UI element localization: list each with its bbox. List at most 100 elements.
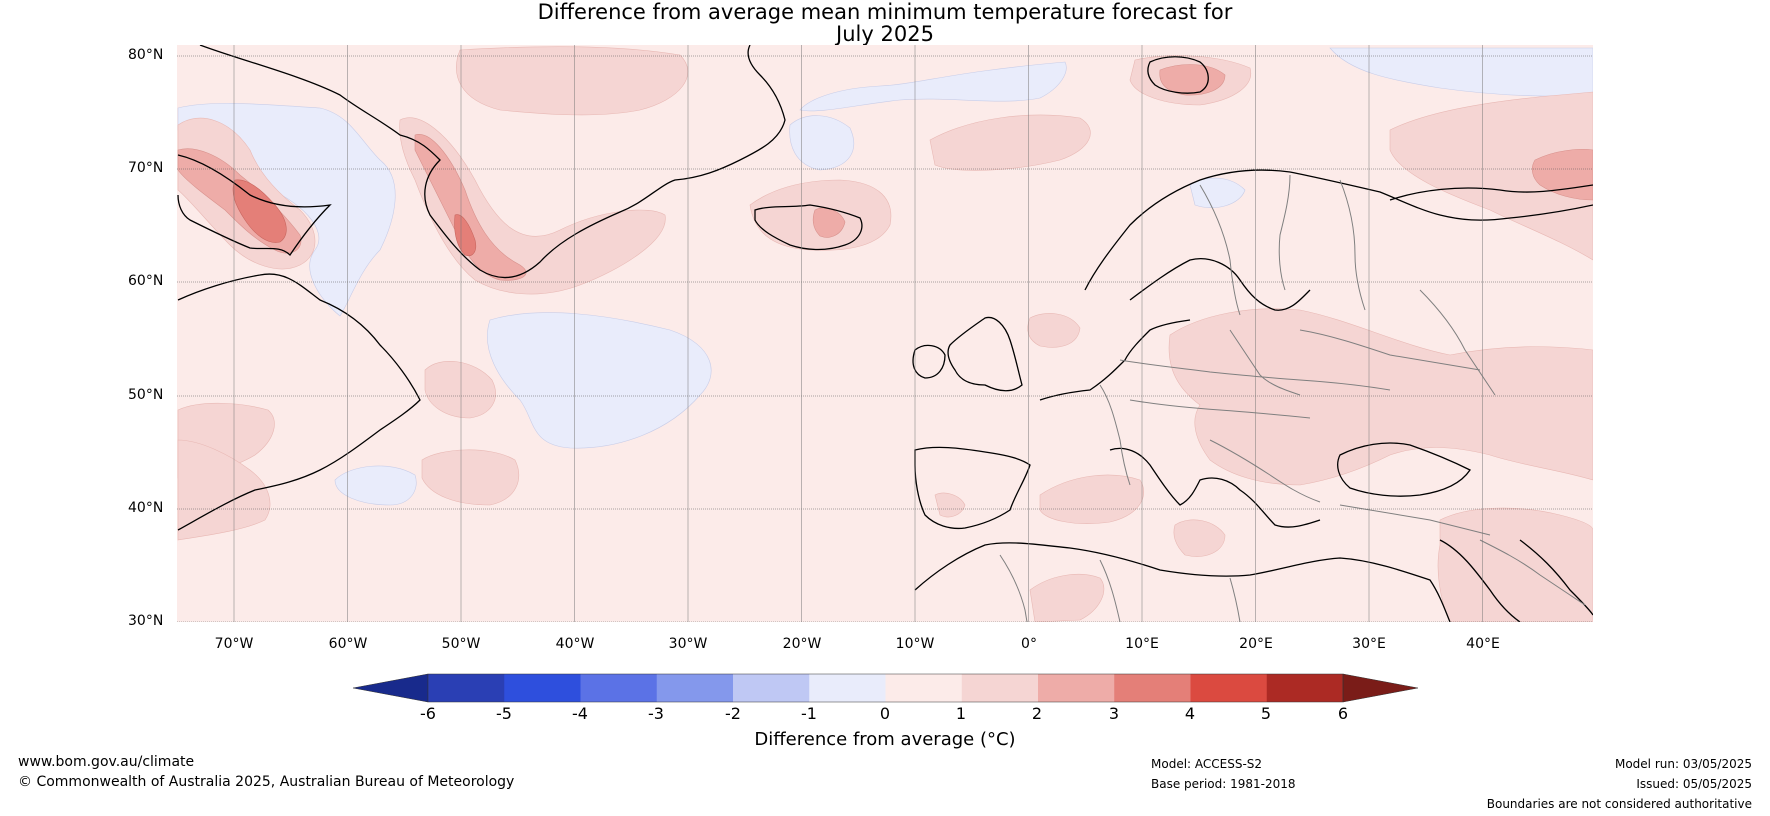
- lon-label-20e: 20°E: [1239, 636, 1273, 652]
- border-russia-south: [1419, 289, 1496, 396]
- anomaly-region-western-med: [1039, 474, 1145, 524]
- footer-disclaimer: Boundaries are not considered authoritat…: [1486, 797, 1752, 811]
- coastline-red-sea: [1439, 539, 1521, 622]
- border-middle-east: [1479, 539, 1586, 606]
- border-central-europe-2: [1129, 399, 1311, 419]
- colorbar-tick-5: 5: [1260, 704, 1272, 723]
- lon-label-70w: 70°W: [214, 636, 254, 652]
- lon-label-40w: 40°W: [555, 636, 595, 652]
- longitude-gridlines: [233, 45, 1483, 622]
- border-norway-sweden: [1199, 184, 1241, 316]
- anomaly-region-north-africa: [1029, 573, 1105, 622]
- anomaly-region-west-greenland-warm: [414, 134, 527, 281]
- colorbar-frame: [427, 673, 1344, 703]
- colorbar-tick-minus-3: -3: [648, 704, 664, 723]
- lon-label-30e: 30°E: [1352, 636, 1386, 652]
- border-france-germany: [1099, 384, 1131, 486]
- lat-label-40n: 40°N: [128, 500, 164, 516]
- colorbar-segment: [656, 674, 734, 702]
- border-poland: [1229, 329, 1301, 396]
- colorbar-tick-minus-2: -2: [725, 704, 741, 723]
- anomaly-region-newfoundland-sea: [424, 360, 496, 419]
- warm-anomaly-regions-3-4: [232, 179, 477, 257]
- colorbar-segment: [580, 674, 658, 702]
- anomaly-region-kara-sea: [1389, 91, 1593, 261]
- anomaly-region-middle-east: [1437, 507, 1593, 622]
- anomaly-region-baffin-island-hot: [232, 179, 287, 243]
- chart-title-line-2: July 2025: [836, 22, 934, 46]
- footer-website: www.bom.gov.au/climate: [18, 754, 195, 770]
- anomaly-region-norwegian-sea: [929, 114, 1091, 171]
- lat-label-50n: 50°N: [128, 387, 164, 403]
- lon-label-10e: 10°E: [1125, 636, 1159, 652]
- footer-model: Model: ACCESS-S2: [1151, 757, 1263, 771]
- coastline-north-africa: [914, 542, 1451, 622]
- anomaly-region-canada-east: [177, 439, 271, 541]
- chart-title-line-1: Difference from average mean minimum tem…: [537, 0, 1233, 24]
- coastline-iceland: [754, 204, 863, 251]
- coastline-svalbard: [1147, 56, 1209, 94]
- coastline-baffin-island: [177, 154, 332, 257]
- map-panel: [177, 45, 1593, 622]
- anomaly-region-arctic-ocean: [456, 46, 689, 116]
- coastline-black-sea: [1337, 442, 1471, 497]
- lat-label-80n: 80°N: [128, 47, 164, 63]
- colorbar-extension-high: [1342, 673, 1419, 703]
- border-ukraine: [1299, 329, 1481, 371]
- coastline-greenland: [199, 45, 786, 279]
- border-finland-russia: [1339, 179, 1366, 311]
- coastline-arabia: [1519, 539, 1593, 616]
- colorbar-tick-minus-4: -4: [572, 704, 588, 723]
- coastline-western-europe: [1039, 319, 1191, 401]
- colorbar-extension-low: [352, 673, 429, 703]
- lon-label-30w: 30°W: [668, 636, 708, 652]
- colorbar-tick-0: 0: [879, 704, 891, 723]
- colorbar-segment: [1190, 674, 1268, 702]
- colorbar-segment: [1038, 674, 1115, 702]
- colorbar-tick-minus-6: -6: [420, 704, 436, 723]
- colorbar-segment: [885, 674, 963, 702]
- border-north-africa-3: [1229, 577, 1241, 622]
- colorbar-tick-3: 3: [1108, 704, 1120, 723]
- lat-label-30n: 30°N: [128, 613, 164, 629]
- anomaly-region-greenland-coast-hot: [454, 214, 477, 257]
- coastline-baltic: [1129, 258, 1311, 311]
- lon-label-20w: 20°W: [782, 636, 822, 652]
- colorbar-segment: [961, 674, 1039, 702]
- coastline-labrador: [177, 273, 421, 531]
- footer-issued: Issued: 05/05/2025: [1636, 777, 1752, 791]
- coastline-russia-north: [1389, 184, 1593, 201]
- border-central-europe-1: [1119, 359, 1391, 391]
- colorbar-segment: [809, 674, 886, 702]
- colorbar-segment: [1114, 674, 1191, 702]
- colorbar-segment: [504, 674, 581, 702]
- lon-label-0: 0°: [1021, 636, 1037, 652]
- anomaly-region-denmark-strait: [789, 115, 855, 171]
- colorbar-tick-2: 2: [1031, 704, 1043, 723]
- colorbar-tick-6: 6: [1337, 704, 1349, 723]
- anomaly-region-greenland-sea: [799, 61, 1067, 112]
- colorbar-tick-4: 4: [1184, 704, 1196, 723]
- border-sweden-finland: [1278, 174, 1291, 291]
- colorbar-label: Difference from average (°C): [754, 729, 1016, 750]
- coastlines: [177, 45, 1593, 622]
- anomaly-region-svalbard-warm: [1159, 64, 1226, 96]
- colorbar-tick-1: 1: [955, 704, 967, 723]
- lat-label-60n: 60°N: [128, 273, 164, 289]
- anomaly-region-aegean: [1173, 519, 1226, 557]
- lon-label-40e: 40°E: [1466, 636, 1500, 652]
- lat-label-70n: 70°N: [128, 160, 164, 176]
- footer-base-period: Base period: 1981-2018: [1151, 777, 1296, 791]
- colorbar-segment: [428, 674, 505, 702]
- colorbar-tick-minus-5: -5: [496, 704, 512, 723]
- anomaly-region-iberia-coast: [934, 492, 966, 518]
- border-balkans: [1209, 439, 1321, 503]
- anomaly-region-azores: [334, 465, 417, 506]
- map-background: [177, 45, 1593, 622]
- anomaly-region-norway-coast: [1189, 177, 1246, 209]
- footer-copyright: © Commonwealth of Australia 2025, Austra…: [18, 774, 515, 790]
- anomaly-region-mid-atlantic: [487, 312, 712, 449]
- colorbar-segment: [1266, 674, 1344, 702]
- latitude-gridlines: [177, 55, 1593, 622]
